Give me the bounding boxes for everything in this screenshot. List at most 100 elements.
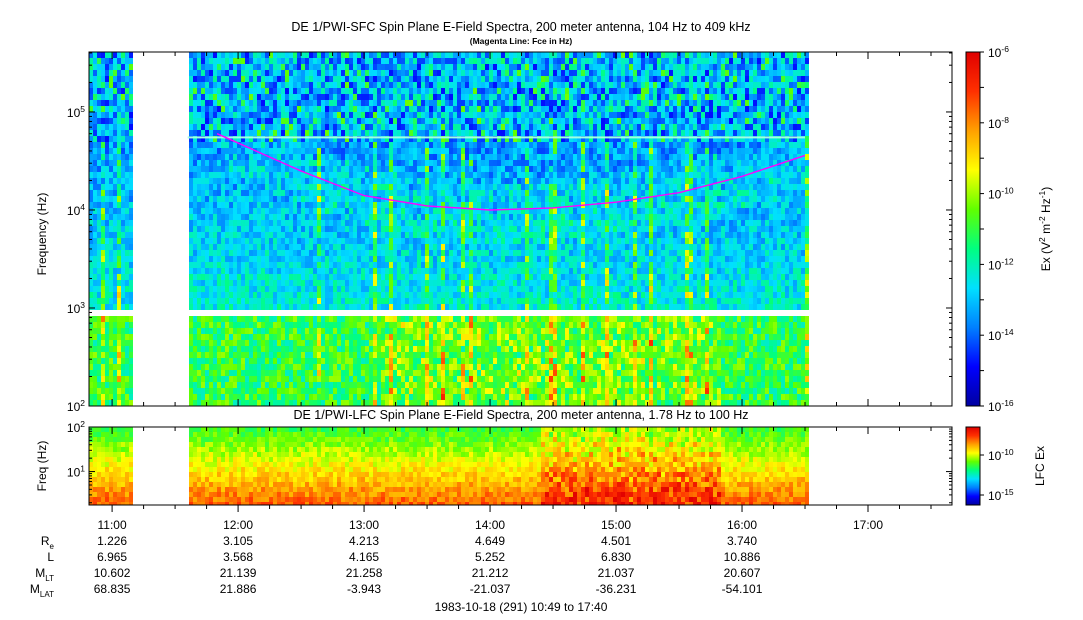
top-cell	[369, 112, 373, 118]
top-cell	[197, 328, 201, 334]
top-cell	[301, 382, 305, 388]
top-cell	[313, 376, 317, 382]
top-cell	[425, 100, 429, 106]
top-cell	[377, 154, 381, 160]
top-cell	[405, 376, 409, 382]
top-cell	[361, 394, 365, 400]
top-cell	[357, 112, 361, 118]
top-cell	[93, 250, 97, 256]
top-cell	[285, 388, 289, 394]
top-cell	[121, 88, 125, 94]
top-cell	[257, 334, 261, 340]
top-cell	[441, 298, 445, 304]
top-cell	[353, 394, 357, 400]
top-cell	[129, 364, 133, 370]
top-cell	[313, 286, 317, 292]
top-cell	[281, 256, 285, 262]
top-cell	[301, 106, 305, 112]
top-cell	[445, 130, 449, 136]
top-cell	[205, 370, 209, 376]
top-cell	[341, 124, 345, 130]
top-cell	[341, 232, 345, 238]
top-cell	[201, 142, 205, 148]
top-cell	[189, 184, 193, 190]
top-cell	[329, 346, 333, 352]
top-cell	[209, 328, 213, 334]
top-cell	[277, 304, 281, 310]
top-cell	[277, 166, 281, 172]
top-cell	[273, 142, 277, 148]
top-cell	[409, 106, 413, 112]
top-cell	[225, 148, 229, 154]
top-cell	[357, 376, 361, 382]
top-cell	[317, 112, 321, 118]
top-cell	[189, 220, 193, 226]
top-cell	[301, 256, 305, 262]
top-cell	[257, 400, 261, 406]
top-cell	[105, 394, 109, 400]
top-cell	[465, 226, 469, 232]
top-cell	[301, 76, 305, 82]
top-cell	[89, 94, 93, 100]
top-cell	[121, 160, 125, 166]
top-cell	[125, 52, 129, 58]
top-cell	[477, 220, 481, 226]
top-cell	[125, 238, 129, 244]
top-cell	[105, 298, 109, 304]
top-cell	[445, 352, 449, 358]
top-cell	[337, 352, 341, 358]
top-cell	[241, 268, 245, 274]
top-cell	[413, 322, 417, 328]
top-cell	[289, 190, 293, 196]
top-cell	[273, 160, 277, 166]
top-cell	[469, 238, 473, 244]
top-cell	[129, 262, 133, 268]
top-cell	[357, 142, 361, 148]
top-cell	[465, 106, 469, 112]
top-cell	[289, 220, 293, 226]
top-cell	[361, 52, 365, 58]
top-cell	[229, 58, 233, 64]
top-cell	[217, 250, 221, 256]
top-cell	[313, 394, 317, 400]
top-cell	[469, 334, 473, 340]
top-cell	[397, 274, 401, 280]
top-cell	[481, 148, 485, 154]
top-cell	[273, 124, 277, 130]
top-cell	[405, 352, 409, 358]
top-cell	[393, 82, 397, 88]
top-cell	[461, 202, 465, 208]
top-cell	[365, 202, 369, 208]
top-cell	[201, 94, 205, 100]
top-cell	[301, 316, 305, 322]
top-cell	[113, 226, 117, 232]
top-cell	[329, 244, 333, 250]
top-cell	[105, 100, 109, 106]
top-cell	[485, 298, 489, 304]
top-cell	[269, 94, 273, 100]
top-cell	[325, 298, 329, 304]
top-cell	[209, 136, 213, 142]
top-cell	[465, 52, 469, 58]
top-cell	[309, 328, 313, 334]
top-cell	[437, 202, 441, 208]
top-cell	[193, 220, 197, 226]
top-cell	[413, 388, 417, 394]
top-cell	[233, 76, 237, 82]
top-cell	[257, 190, 261, 196]
top-cell	[305, 70, 309, 76]
top-cell	[225, 124, 229, 130]
top-cell	[109, 232, 113, 238]
top-cell	[233, 100, 237, 106]
top-cell	[477, 274, 481, 280]
top-cell	[253, 142, 257, 148]
top-cell	[113, 208, 117, 214]
top-cell	[245, 256, 249, 262]
top-cell	[105, 148, 109, 154]
top-cell	[449, 358, 453, 364]
top-cell	[193, 178, 197, 184]
top-cell	[361, 262, 365, 268]
top-cell	[417, 268, 421, 274]
top-cell	[289, 118, 293, 124]
top-cell	[93, 268, 97, 274]
